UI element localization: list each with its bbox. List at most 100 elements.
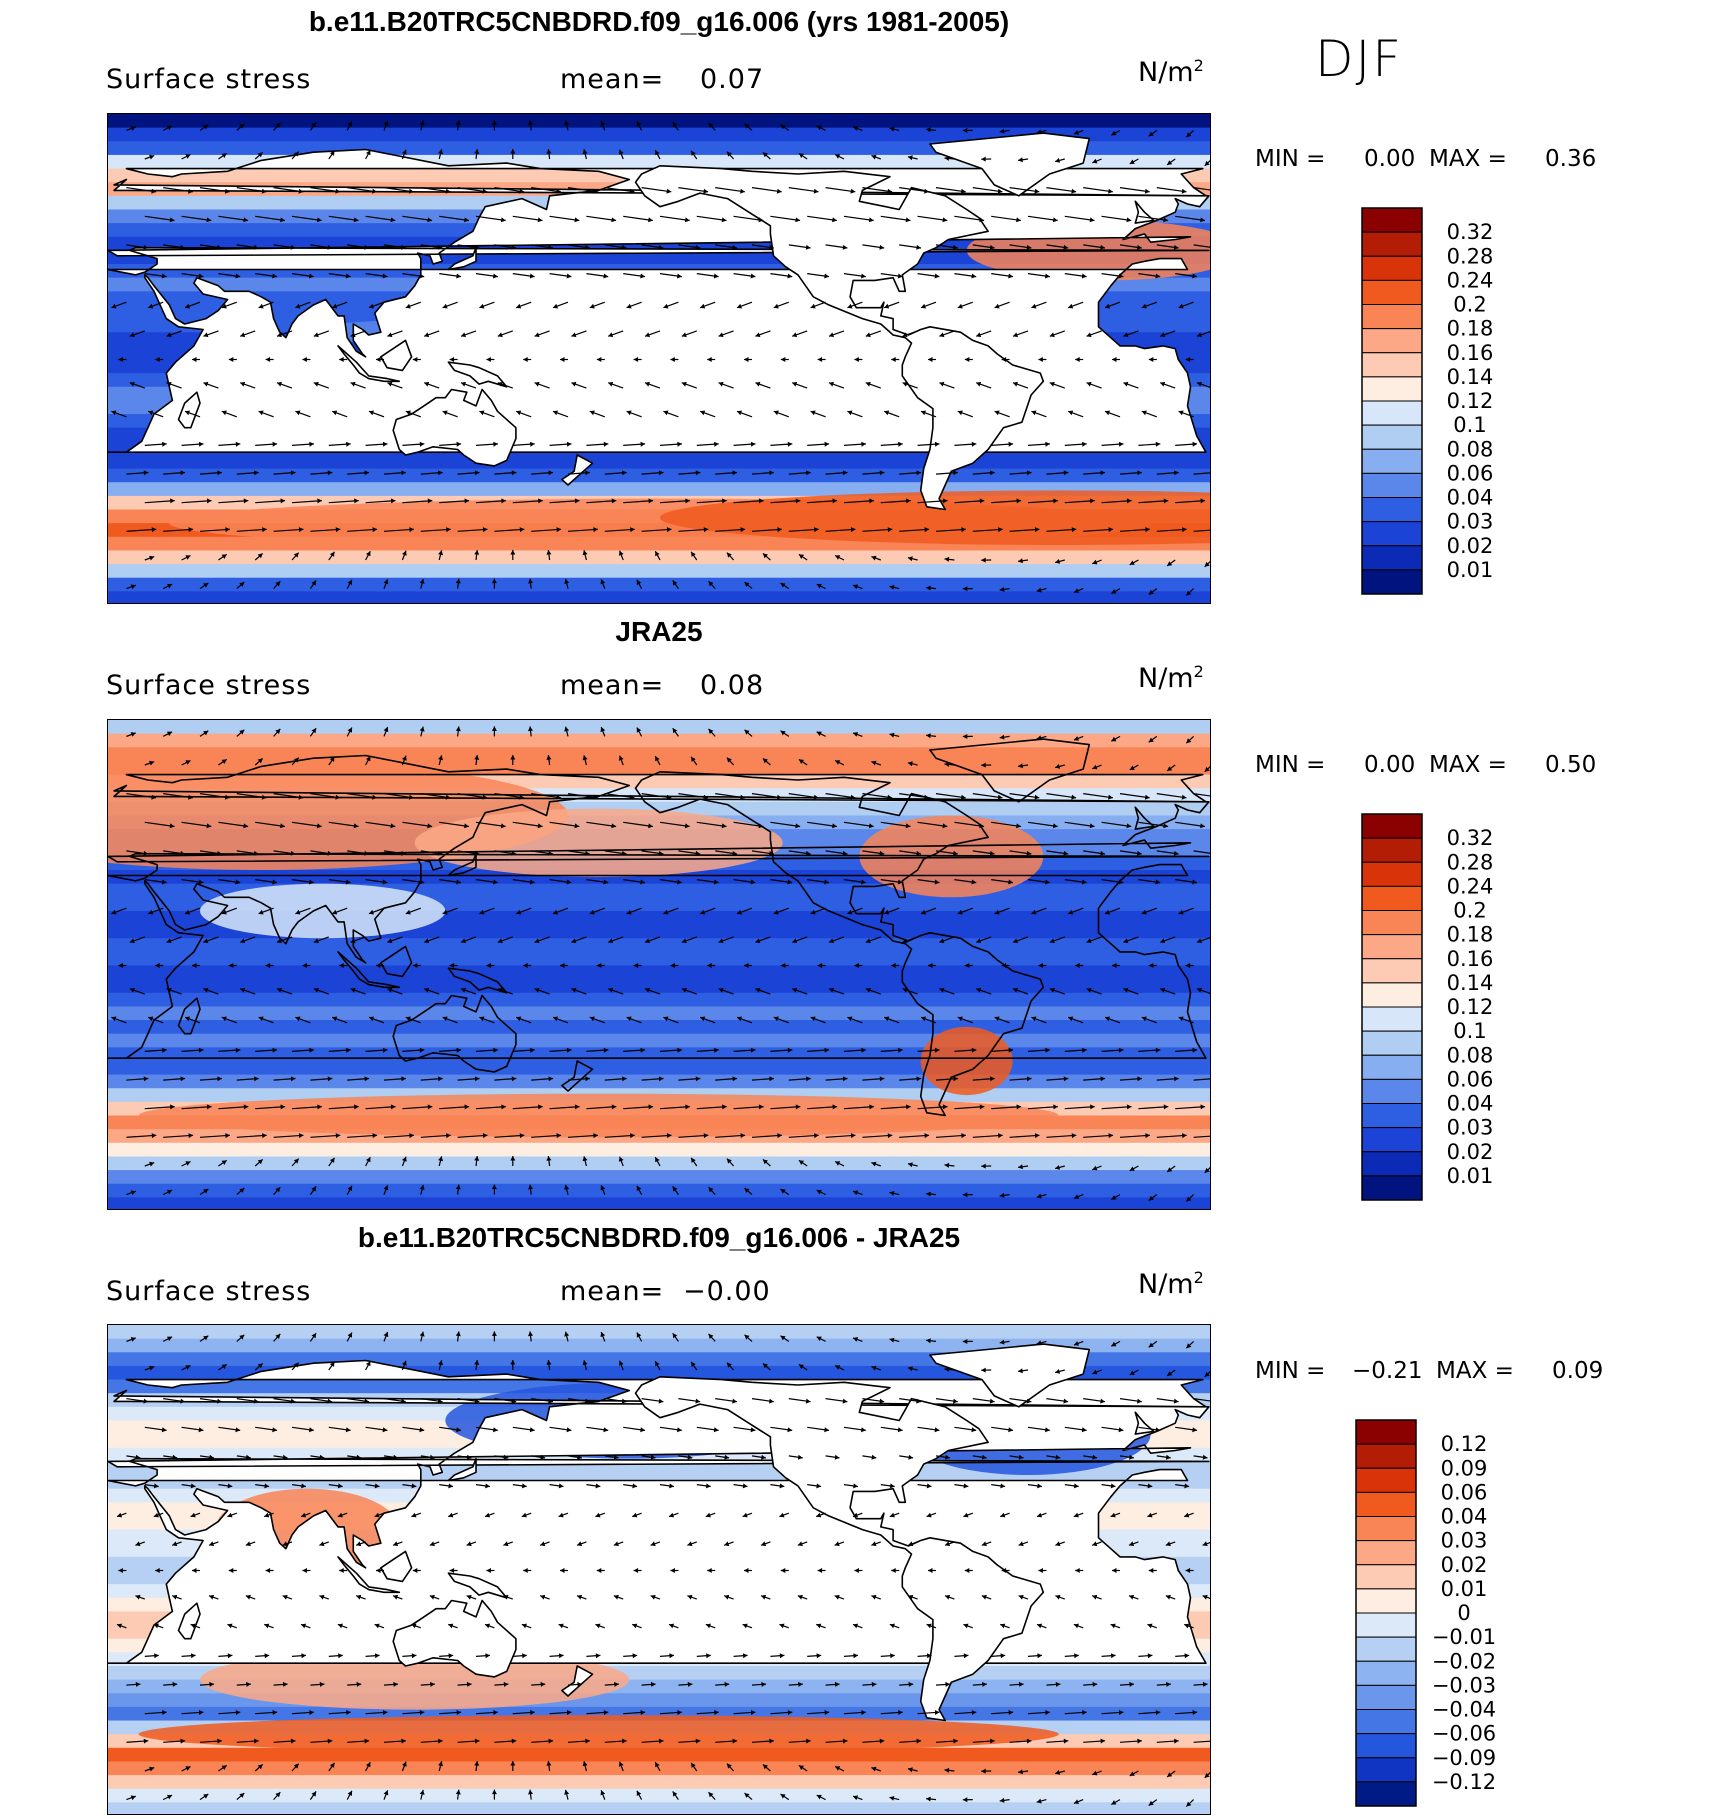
stress-arrow-head [640, 1047, 646, 1053]
colorbar-tick-label: 0.02 [1447, 534, 1494, 558]
stress-arrow-head [243, 823, 249, 829]
stress-arrow-head [290, 850, 296, 856]
stress-arrow-head [313, 332, 319, 338]
stress-arrow-head [401, 1398, 406, 1404]
stress-arrow-head [798, 1765, 804, 1770]
stress-arrow-head [188, 794, 193, 800]
stress-arrow-head [206, 1104, 212, 1110]
stress-arrow-head [1129, 159, 1135, 164]
stress-arrow-head [298, 794, 304, 800]
stress-arrow-head [1167, 1167, 1173, 1172]
stress-arrow-head [842, 1398, 848, 1404]
stress-arrow-head [1147, 1483, 1153, 1489]
stress-arrow-head [374, 1483, 380, 1489]
colorbar-swatch [1361, 837, 1423, 863]
stress-arrow-head [228, 1568, 234, 1573]
stress-arrow-head [611, 1104, 617, 1110]
stress-arrow-head [155, 357, 160, 362]
stress-arrow-head [1192, 273, 1197, 279]
stress-arrow-head [1031, 410, 1037, 416]
stress-arrow-head [924, 794, 929, 800]
stress-arrow-head [280, 217, 285, 223]
stress-arrow-head [1086, 987, 1092, 993]
stress-arrow-head [530, 441, 535, 447]
stress-arrow-head [442, 1016, 448, 1022]
stress-arrow-head [558, 1623, 564, 1629]
stress-arrow-head [1111, 736, 1117, 742]
stress-arrow-head [640, 273, 645, 279]
field-band [108, 114, 1210, 129]
stress-arrow-head [780, 730, 786, 736]
colorbar-tick-label: −0.12 [1432, 1770, 1496, 1794]
stress-arrow-head [188, 527, 194, 533]
stress-arrow-head [455, 1789, 461, 1795]
stress-arrow-head [810, 909, 816, 915]
stress-arrow-head [1112, 1568, 1117, 1573]
stress-arrow-head [327, 1076, 333, 1082]
stress-arrow [273, 1134, 304, 1138]
stress-arrow-head [792, 938, 798, 944]
stress-arrow-head [645, 332, 650, 338]
coastline-greenland [929, 1343, 1091, 1408]
stress-arrow [126, 528, 157, 532]
stress-arrow-head [347, 1790, 352, 1796]
stress-arrow-head [762, 1363, 768, 1369]
stress-arrow-head [939, 381, 945, 387]
stress-arrow-head [302, 1568, 307, 1573]
stress-arrow-head [383, 121, 389, 127]
stress-arrow-head [198, 441, 204, 447]
stress-arrow-head [335, 188, 341, 194]
stress-arrow-head [1173, 244, 1179, 250]
stress-arrow-head [732, 1738, 738, 1744]
stress-arrow [807, 215, 837, 222]
stress-arrow [1083, 528, 1114, 532]
stress-arrow-head [865, 381, 871, 387]
stress-arrow-head [221, 1765, 227, 1770]
stress-arrow-head [645, 938, 650, 944]
stress-arrow-head [419, 1184, 425, 1190]
stress-arrow-head [633, 1568, 639, 1573]
stress-arrow-head [908, 1681, 914, 1687]
stress-arrow-head [366, 150, 371, 156]
stress-arrow [1175, 1106, 1206, 1110]
stress-arrow-head [455, 578, 461, 584]
stress-arrow-head [999, 1192, 1005, 1198]
stress-arrow-head [795, 498, 801, 504]
stress-arrow-head [298, 527, 304, 533]
stress-arrow [402, 821, 433, 828]
stress-arrow [1009, 1134, 1040, 1138]
stress-arrow-head [1036, 735, 1042, 741]
stress-arrow-head [889, 732, 895, 738]
stress-arrow-head [636, 1185, 642, 1191]
panel-2-colorbar: 0.32 0.28 0.24 0.2 0.18 0.16 0.14 0.12 0.1 0.08 0.… [1361, 813, 1582, 1201]
stress-arrow-head [265, 1568, 271, 1573]
stress-arrow-head [758, 1104, 764, 1110]
stress-arrow [420, 187, 451, 193]
stress-arrow-head [151, 1133, 157, 1139]
stress-arrow-head [742, 1512, 748, 1518]
stress-arrow-head [672, 728, 678, 734]
stress-arrow-head [239, 123, 245, 129]
stress-arrow-head [1055, 764, 1061, 769]
stress-arrow-head [1086, 381, 1092, 387]
stress-arrow-head [681, 381, 687, 387]
stress-arrow-head [1111, 1341, 1117, 1347]
colorbar-tick-label: −0.04 [1432, 1698, 1496, 1722]
stress-arrow-head [130, 584, 136, 590]
stress-arrow-head [405, 410, 411, 416]
stress-arrow-head [254, 1738, 259, 1744]
stress-arrow-head [626, 909, 632, 915]
stress-arrow-head [117, 1623, 123, 1629]
stress-arrow-head [511, 470, 517, 476]
stress-arrow-head [272, 441, 278, 447]
stress-arrow-head [338, 1653, 343, 1659]
stress-arrow-head [1092, 559, 1098, 565]
stress-arrow-head [650, 1681, 656, 1687]
stress-arrow-head [976, 987, 982, 993]
stress-arrow-head [564, 120, 570, 126]
stress-arrow-head [235, 1710, 241, 1715]
stress-arrow-head [1008, 1047, 1014, 1053]
stress-arrow [475, 1106, 506, 1110]
stress-arrow-head [724, 1594, 730, 1600]
colorbar-swatch [1355, 1757, 1417, 1783]
